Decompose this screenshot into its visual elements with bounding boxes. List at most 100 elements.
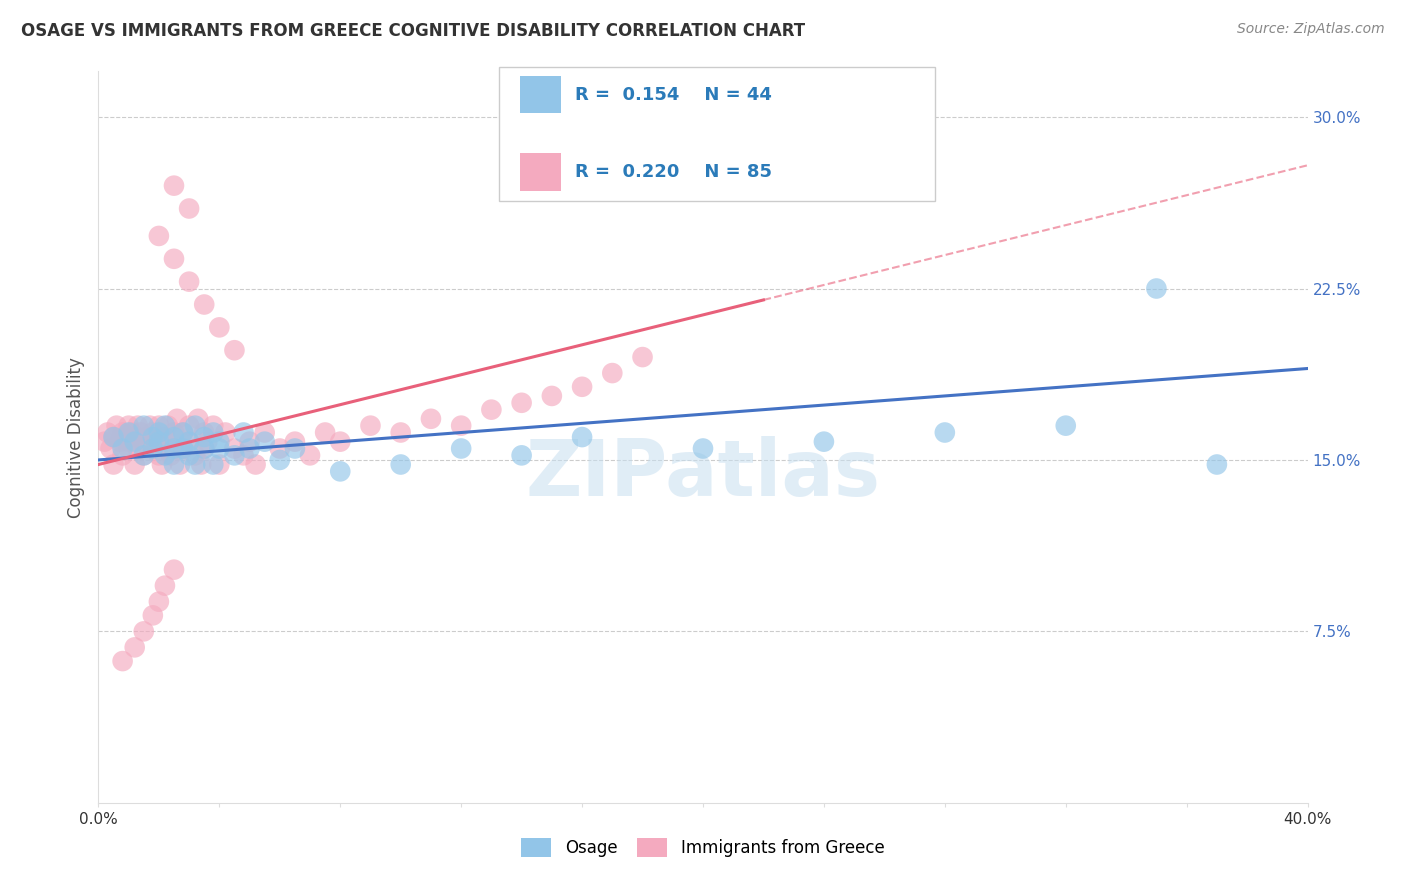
Point [510, 449, 533, 463]
Point [148, 449, 170, 463]
Point [114, 430, 136, 444]
Point [232, 425, 254, 440]
Point [127, 442, 149, 456]
Point [1054, 418, 1077, 433]
Point [172, 425, 194, 440]
Point [153, 418, 176, 433]
Point [127, 418, 149, 433]
Point [145, 434, 167, 449]
Point [208, 458, 231, 472]
Point [103, 458, 125, 472]
Point [163, 563, 186, 577]
Point [103, 430, 125, 444]
Point [142, 430, 165, 444]
Point [132, 418, 155, 433]
Point [132, 449, 155, 463]
Point [124, 434, 146, 449]
Point [184, 418, 207, 433]
Point [132, 434, 155, 449]
Point [148, 425, 170, 440]
Point [692, 442, 714, 456]
Legend: Osage, Immigrants from Greece: Osage, Immigrants from Greece [515, 831, 891, 864]
Y-axis label: Cognitive Disability: Cognitive Disability [66, 357, 84, 517]
Point [329, 434, 352, 449]
Point [934, 425, 956, 440]
Point [153, 430, 176, 444]
Point [150, 458, 173, 472]
Point [105, 418, 128, 433]
Point [360, 418, 382, 433]
Point [602, 366, 624, 380]
Point [142, 608, 165, 623]
Point [202, 418, 225, 433]
Point [214, 425, 236, 440]
Point [148, 418, 170, 433]
Point [1144, 281, 1167, 295]
Point [163, 458, 186, 472]
Text: R =  0.154    N = 44: R = 0.154 N = 44 [575, 86, 772, 103]
Point [329, 464, 352, 478]
Point [224, 442, 246, 456]
Point [172, 425, 194, 440]
Point [172, 442, 194, 456]
Text: R =  0.220    N = 85: R = 0.220 N = 85 [575, 163, 772, 181]
Point [245, 458, 267, 472]
Point [253, 434, 276, 449]
Point [481, 402, 503, 417]
Point [169, 458, 191, 472]
Point [96, 425, 118, 440]
Point [103, 430, 125, 444]
Point [163, 252, 186, 266]
Point [202, 458, 225, 472]
Point [187, 412, 209, 426]
Point [163, 430, 186, 444]
Point [179, 449, 201, 463]
Point [224, 343, 246, 358]
Point [179, 275, 201, 289]
Point [148, 595, 170, 609]
Point [93, 434, 115, 449]
Point [179, 418, 201, 433]
Point [163, 442, 186, 456]
Point [118, 425, 141, 440]
Point [195, 434, 218, 449]
Point [142, 442, 165, 456]
Point [179, 434, 201, 449]
Point [193, 442, 215, 456]
Point [124, 640, 146, 655]
Point [224, 449, 246, 463]
Point [111, 449, 134, 463]
Point [156, 418, 179, 433]
Point [389, 425, 412, 440]
Point [124, 458, 146, 472]
Point [450, 442, 472, 456]
Point [202, 425, 225, 440]
Point [193, 430, 215, 444]
Point [208, 434, 231, 449]
Point [540, 389, 562, 403]
Point [184, 449, 207, 463]
Point [813, 434, 835, 449]
Point [148, 434, 170, 449]
Point [142, 442, 165, 456]
Text: ZIPatlas: ZIPatlas [526, 435, 880, 512]
Point [118, 442, 141, 456]
Point [239, 442, 262, 456]
Point [510, 396, 533, 410]
Point [163, 425, 186, 440]
Point [135, 430, 157, 444]
Point [284, 442, 307, 456]
Point [571, 430, 593, 444]
Text: Source: ZipAtlas.com: Source: ZipAtlas.com [1237, 22, 1385, 37]
Point [253, 425, 276, 440]
Point [631, 350, 654, 364]
Point [132, 624, 155, 639]
Point [132, 449, 155, 463]
Point [121, 425, 143, 440]
Point [284, 434, 307, 449]
Point [118, 434, 141, 449]
Point [111, 425, 134, 440]
Point [1206, 458, 1229, 472]
Point [160, 449, 183, 463]
Point [269, 442, 291, 456]
